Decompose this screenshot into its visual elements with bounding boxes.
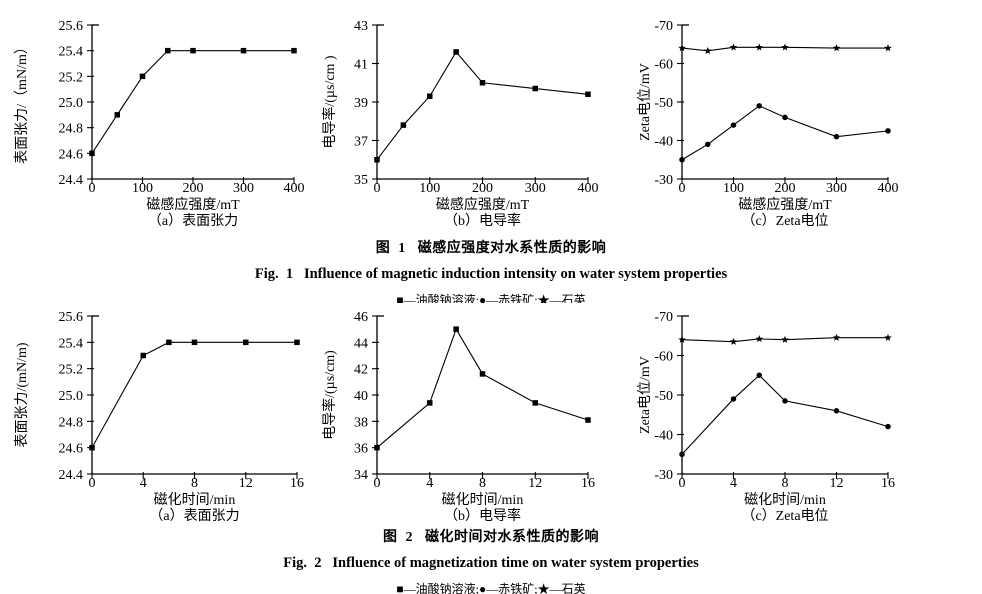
svg-text:-60: -60	[654, 350, 673, 365]
svg-text:200: 200	[183, 181, 204, 196]
svg-text:400: 400	[284, 181, 305, 196]
svg-text:24.6: 24.6	[59, 147, 84, 162]
svg-text:（a）表面张力: （a）表面张力	[149, 508, 239, 524]
svg-text:16: 16	[290, 476, 304, 491]
svg-text:12: 12	[239, 476, 253, 491]
svg-text:-40: -40	[654, 135, 673, 150]
svg-text:24.8: 24.8	[59, 415, 84, 430]
svg-text:（b）电导率: （b）电导率	[444, 507, 521, 524]
svg-text:42: 42	[354, 363, 368, 378]
svg-text:25.0: 25.0	[59, 96, 84, 111]
svg-text:12: 12	[528, 476, 542, 491]
svg-text:400: 400	[878, 181, 899, 196]
svg-text:-70: -70	[654, 19, 673, 34]
svg-text:8: 8	[479, 476, 486, 491]
svg-text:25.4: 25.4	[59, 336, 84, 351]
svg-text:39: 39	[354, 96, 368, 111]
svg-text:24.6: 24.6	[59, 442, 84, 457]
svg-text:16: 16	[881, 476, 895, 491]
svg-text:Zeta电位/mV: Zeta电位/mV	[637, 356, 653, 434]
svg-text:25.2: 25.2	[59, 363, 84, 378]
svg-text:38: 38	[354, 415, 368, 430]
svg-text:-50: -50	[654, 389, 673, 404]
svg-text:400: 400	[578, 181, 599, 196]
svg-text:-30: -30	[654, 173, 673, 188]
svg-text:300: 300	[233, 181, 254, 196]
svg-text:16: 16	[581, 476, 595, 491]
svg-text:25.6: 25.6	[59, 19, 84, 34]
svg-text:100: 100	[419, 181, 440, 196]
svg-text:-30: -30	[654, 468, 673, 483]
svg-text:35: 35	[354, 173, 368, 188]
svg-text:36: 36	[354, 442, 368, 457]
svg-text:8: 8	[191, 476, 198, 491]
svg-text:200: 200	[775, 181, 796, 196]
svg-text:43: 43	[354, 19, 368, 34]
svg-text:12: 12	[830, 476, 844, 491]
svg-text:24.4: 24.4	[59, 468, 84, 483]
svg-text:8: 8	[782, 476, 789, 491]
svg-text:-50: -50	[654, 96, 673, 111]
svg-text:37: 37	[354, 135, 368, 150]
svg-text:100: 100	[723, 181, 744, 196]
svg-text:300: 300	[826, 181, 847, 196]
svg-text:44: 44	[354, 336, 368, 351]
svg-text:24.8: 24.8	[59, 122, 84, 137]
svg-text:25.6: 25.6	[59, 310, 84, 325]
svg-text:0: 0	[374, 181, 381, 196]
svg-text:（c）Zeta电位: （c）Zeta电位	[741, 508, 828, 524]
svg-text:电导率/(µs/cm ): 电导率/(µs/cm )	[321, 55, 338, 149]
svg-text:0: 0	[679, 476, 686, 491]
svg-text:25.2: 25.2	[59, 70, 84, 85]
svg-text:0: 0	[89, 476, 96, 491]
svg-text:Zeta电位/mV: Zeta电位/mV	[637, 63, 653, 141]
svg-text:磁化时间/min: 磁化时间/min	[154, 492, 236, 508]
svg-text:-70: -70	[654, 310, 673, 325]
svg-text:-40: -40	[654, 429, 673, 444]
svg-text:（c）Zeta电位: （c）Zeta电位	[741, 213, 828, 229]
svg-text:4: 4	[426, 476, 433, 491]
svg-text:4: 4	[140, 476, 147, 491]
svg-text:25.4: 25.4	[59, 45, 84, 60]
svg-text:300: 300	[525, 181, 546, 196]
svg-text:-60: -60	[654, 58, 673, 73]
svg-text:0: 0	[679, 181, 686, 196]
svg-text:41: 41	[354, 58, 368, 73]
svg-text:24.4: 24.4	[59, 173, 84, 188]
svg-text:表面张力/（mN/m）: 表面张力/（mN/m）	[14, 40, 30, 164]
svg-text:磁化时间/min: 磁化时间/min	[442, 492, 524, 508]
svg-text:表面张力/(mN/m): 表面张力/(mN/m)	[14, 342, 30, 447]
svg-text:0: 0	[374, 476, 381, 491]
svg-text:磁感应强度/mT: 磁感应强度/mT	[436, 196, 530, 213]
svg-text:磁感应强度/mT: 磁感应强度/mT	[738, 196, 832, 213]
svg-text:电导率/(µs/cm): 电导率/(µs/cm)	[321, 350, 338, 440]
svg-text:40: 40	[354, 389, 368, 404]
svg-text:磁化时间/min: 磁化时间/min	[744, 492, 826, 508]
svg-text:（b）电导率: （b）电导率	[444, 212, 521, 229]
svg-text:46: 46	[354, 310, 368, 325]
svg-text:25.0: 25.0	[59, 389, 84, 404]
svg-text:34: 34	[354, 468, 368, 483]
svg-text:4: 4	[730, 476, 737, 491]
svg-text:100: 100	[132, 181, 153, 196]
svg-text:磁感应强度/mT: 磁感应强度/mT	[146, 196, 240, 213]
svg-text:0: 0	[89, 181, 96, 196]
svg-text:（a）表面张力: （a）表面张力	[148, 213, 238, 229]
svg-text:200: 200	[472, 181, 493, 196]
